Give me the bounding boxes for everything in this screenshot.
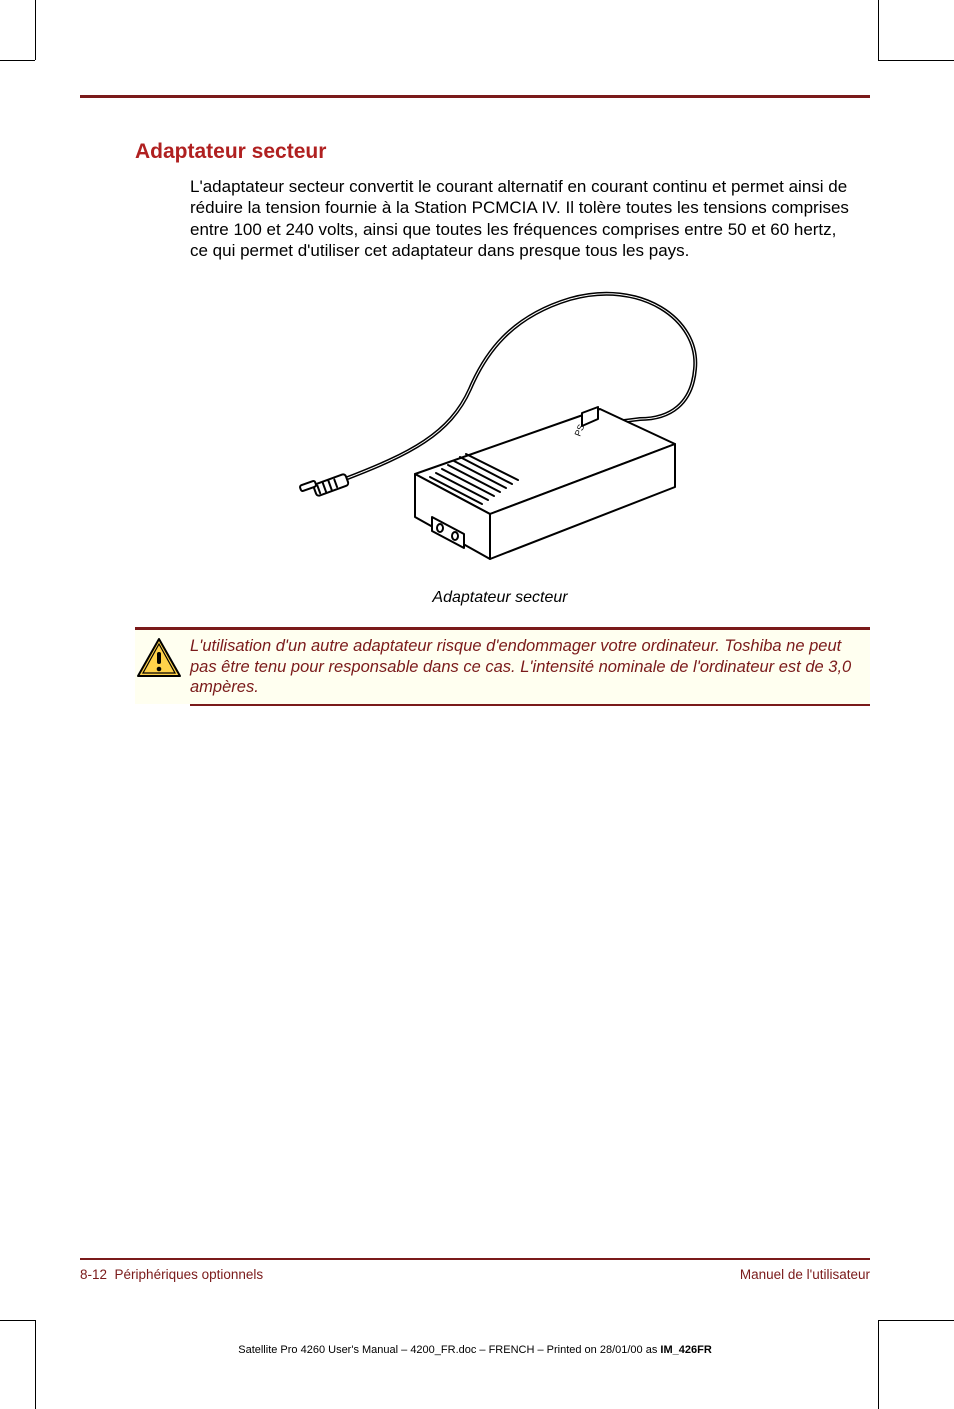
crop-mark — [878, 1320, 879, 1409]
crop-mark — [878, 60, 954, 61]
warning-text: L'utilisation d'un autre adaptateur risq… — [190, 630, 870, 704]
figure-ac-adapter: PS — [190, 279, 810, 579]
page-content: Adaptateur secteur L'adaptateur secteur … — [80, 95, 870, 706]
crop-mark — [0, 1320, 35, 1321]
imprint-prefix: Satellite Pro 4260 User's Manual – 4200_… — [238, 1344, 660, 1356]
warning-icon — [135, 630, 190, 685]
footer-left: 8-12 Périphériques optionnels — [80, 1267, 263, 1282]
crop-mark — [878, 1320, 954, 1321]
section-heading: Adaptateur secteur — [135, 140, 870, 164]
header-rule — [80, 95, 870, 98]
footer-right: Manuel de l'utilisateur — [740, 1267, 870, 1282]
crop-mark — [35, 1320, 36, 1409]
crop-mark — [0, 60, 35, 61]
body-paragraph: L'adaptateur secteur convertit le couran… — [190, 176, 850, 261]
imprint-line: Satellite Pro 4260 User's Manual – 4200_… — [80, 1344, 870, 1356]
footer-rule — [80, 1258, 870, 1260]
footer-section-title: Périphériques optionnels — [115, 1267, 264, 1282]
warning-block: L'utilisation d'un autre adaptateur risq… — [135, 627, 870, 706]
crop-mark — [878, 0, 879, 60]
figure-caption: Adaptateur secteur — [190, 589, 810, 607]
imprint-code: IM_426FR — [660, 1344, 711, 1356]
crop-mark — [35, 0, 36, 60]
footer-page-number: 8-12 — [80, 1267, 107, 1282]
warning-rule-bottom — [190, 704, 870, 706]
page-footer: 8-12 Périphériques optionnels Manuel de … — [80, 1258, 870, 1282]
